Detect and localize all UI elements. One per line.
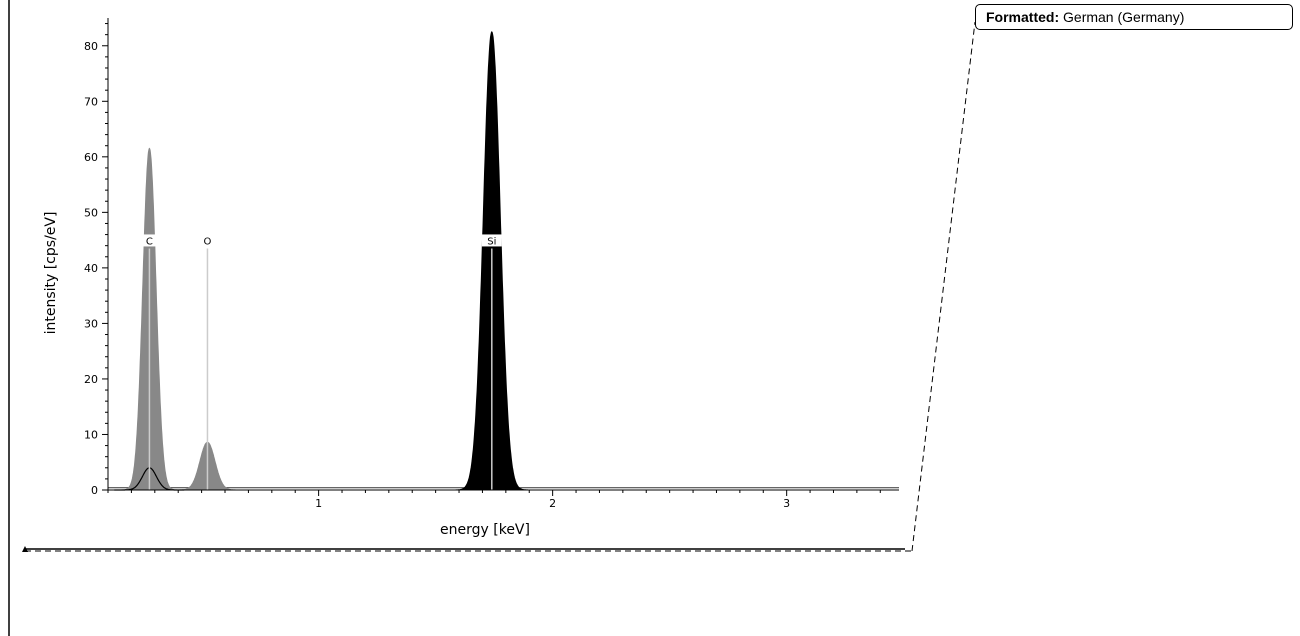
y-tick-label: 30	[84, 317, 98, 330]
y-axis-title: intensity [cps/eV]	[43, 212, 59, 335]
peak-labels: C O Si	[142, 234, 502, 247]
y-tick-label: 60	[84, 151, 98, 164]
y-tick-label: 20	[84, 373, 98, 386]
y-tick-label: 0	[91, 484, 98, 497]
x-tick-label: 3	[783, 497, 790, 510]
y-tick-label: 40	[84, 262, 98, 275]
peak-label-bg-C	[142, 234, 156, 247]
comment-label: Formatted:	[986, 9, 1060, 25]
peak-label-O: O	[204, 236, 212, 247]
plot-area	[108, 30, 899, 491]
comment-text: German (Germany)	[1063, 9, 1185, 25]
peak-label-bg-Si	[481, 234, 502, 247]
y-tick-label: 50	[84, 206, 98, 219]
y-tick-label: 80	[84, 40, 98, 53]
comment-connector-diagonal	[911, 21, 976, 552]
peak-label-C: C	[146, 236, 153, 247]
axes	[107, 18, 899, 491]
x-tick-label: 1	[315, 497, 322, 510]
tick-labels: 0 10 20 30 40 50 60 70 80 1 2 3	[84, 23, 881, 510]
peak-label-Si: Si	[487, 236, 496, 247]
y-tick-label: 10	[84, 428, 98, 441]
y-tick-label: 70	[84, 95, 98, 108]
comment-anchor-marker	[22, 546, 28, 552]
x-tick-label: 2	[549, 497, 556, 510]
x-axis-title: energy [keV]	[440, 522, 530, 538]
peak-label-bg-O	[200, 234, 214, 247]
comment-balloon[interactable]: Formatted: German (Germany)	[975, 4, 1293, 30]
